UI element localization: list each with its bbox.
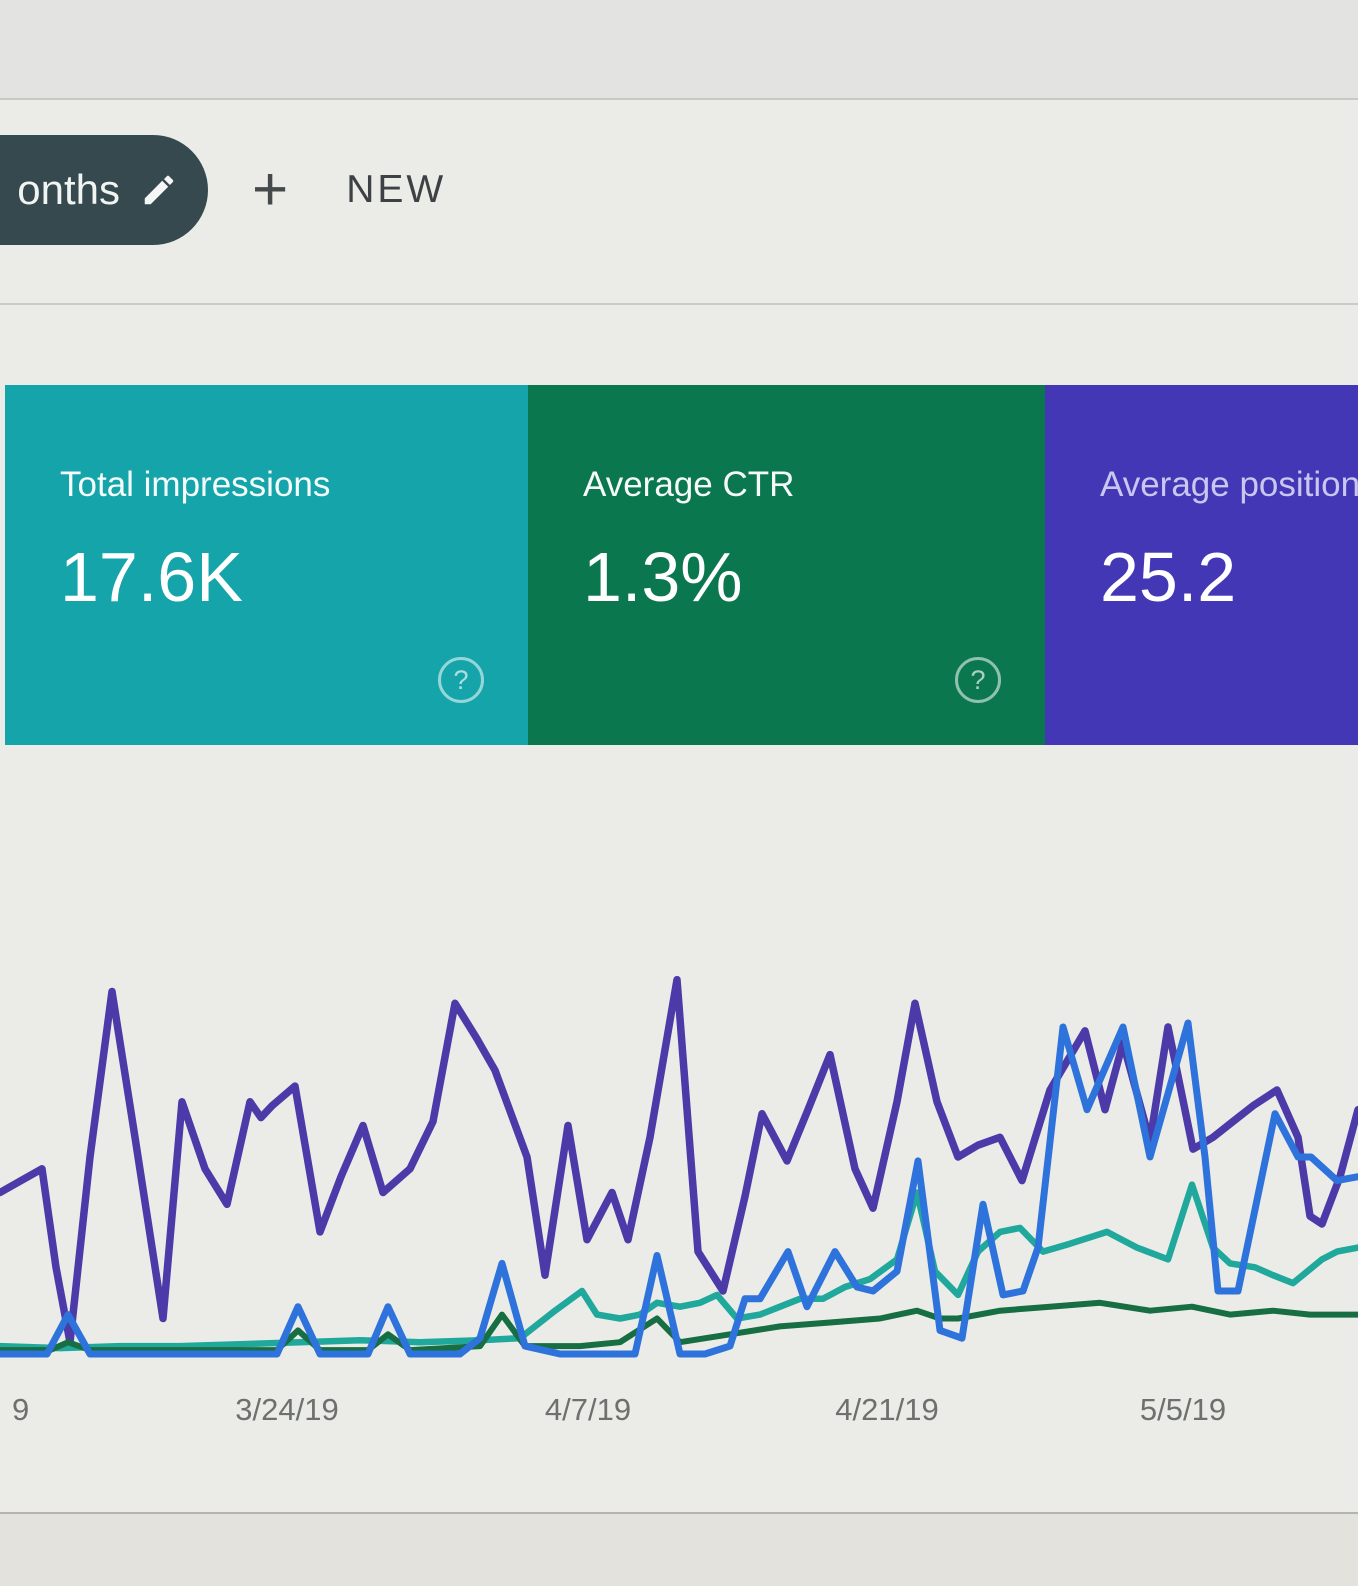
x-tick-label: 9 bbox=[12, 1392, 30, 1427]
card-average-ctr[interactable]: Average CTR 1.3% ? bbox=[528, 385, 1045, 745]
x-tick-label: 3/24/19 bbox=[235, 1392, 339, 1427]
card-title: Average CTR bbox=[583, 465, 795, 504]
metric-cards-row: Total impressions 17.6K ? Average CTR 1.… bbox=[5, 385, 1358, 745]
help-icon[interactable]: ? bbox=[438, 657, 484, 703]
chart-line-purple bbox=[0, 975, 1358, 1346]
x-tick-label: 4/7/19 bbox=[544, 1392, 632, 1427]
date-filter-chip[interactable]: onths bbox=[0, 135, 208, 245]
card-value: 17.6K bbox=[60, 538, 243, 616]
pencil-icon bbox=[144, 175, 174, 205]
new-button-label: NEW bbox=[346, 168, 447, 211]
help-icon[interactable]: ? bbox=[955, 657, 1001, 703]
card-average-position[interactable]: Average position 25.2 bbox=[1045, 385, 1358, 745]
plus-icon: + bbox=[252, 155, 289, 224]
filter-toolbar: onths + NEW bbox=[0, 100, 1358, 305]
card-title: Average position bbox=[1100, 465, 1358, 504]
card-value: 1.3% bbox=[583, 538, 743, 616]
x-tick-label: 4/21/19 bbox=[835, 1392, 939, 1427]
chart-line-blue bbox=[0, 1019, 1358, 1358]
new-filter-button[interactable]: + NEW bbox=[252, 140, 446, 240]
card-value: 25.2 bbox=[1100, 538, 1237, 616]
chart-line-green bbox=[0, 1299, 1358, 1354]
card-total-impressions[interactable]: Total impressions 17.6K ? bbox=[5, 385, 528, 745]
date-filter-label: onths bbox=[17, 166, 120, 213]
window-bottom-edge bbox=[0, 1512, 1358, 1586]
window-top-band bbox=[0, 0, 1358, 100]
chart-line-teal bbox=[0, 1181, 1358, 1352]
card-title: Total impressions bbox=[60, 465, 331, 504]
x-tick-label: 5/5/19 bbox=[1139, 1392, 1227, 1427]
